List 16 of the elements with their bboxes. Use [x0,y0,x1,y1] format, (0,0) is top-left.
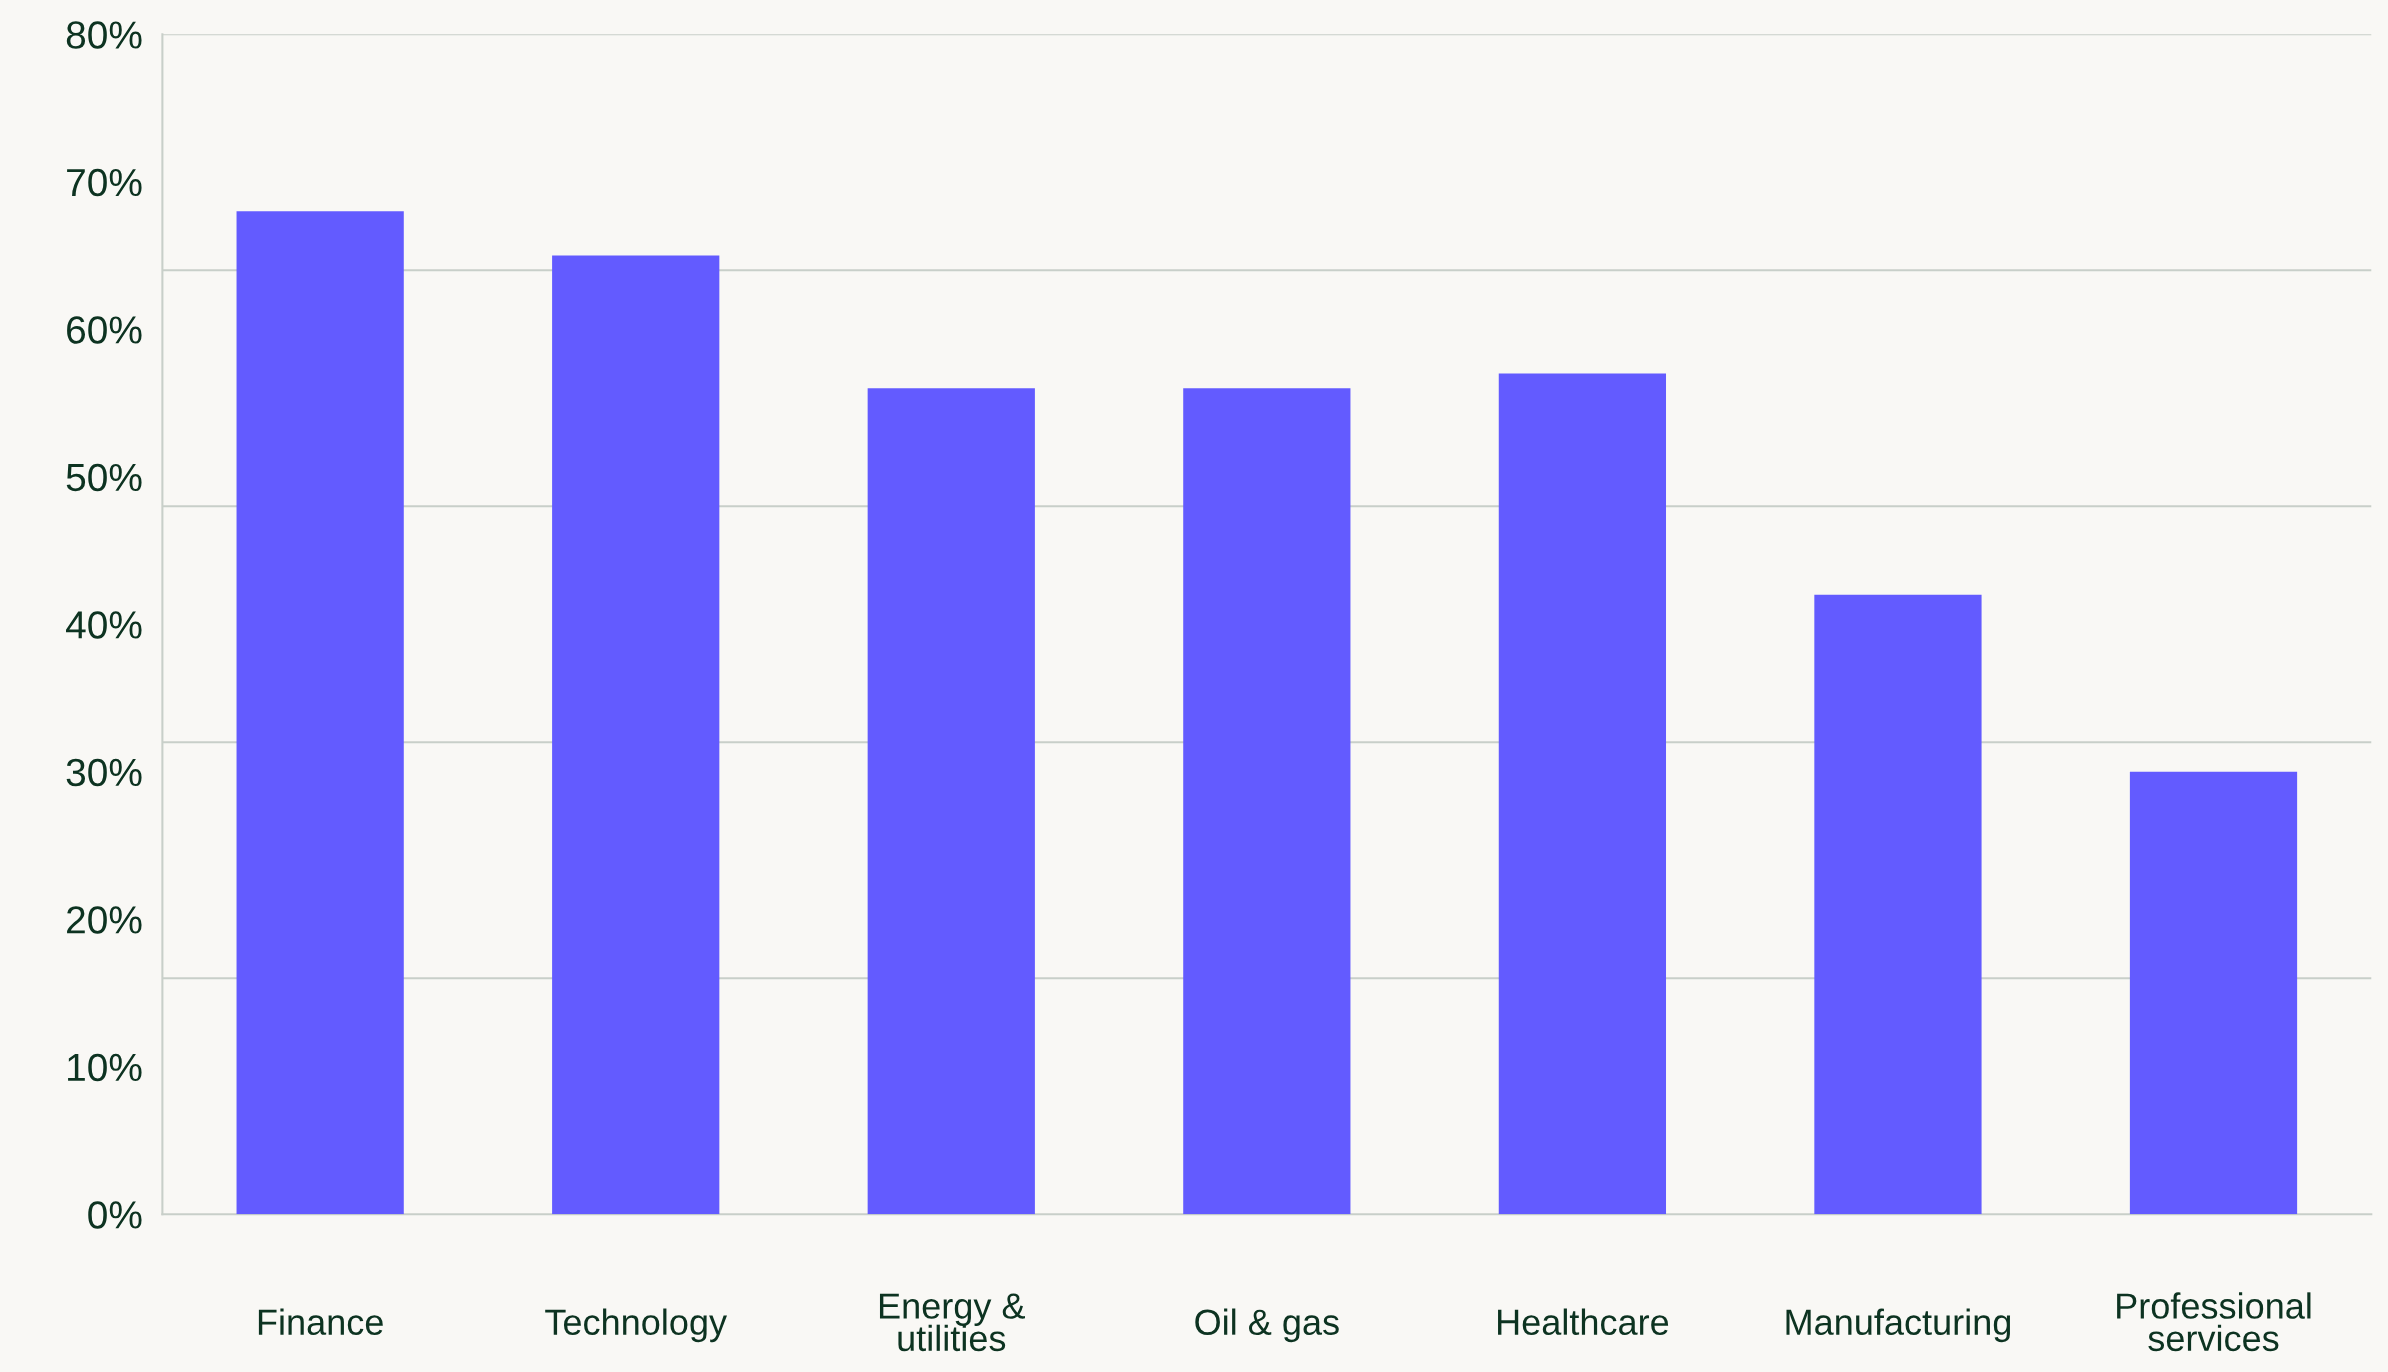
y-tick-label: 50% [66,463,142,492]
x-tick-label: Healthcare [1498,1308,1669,1336]
x-tick-label: Manufacturing [1786,1308,2011,1343]
y-tick-label: 60% [67,316,142,344]
x-tick-label: Energy & utilities [879,1293,1025,1352]
y-tick-label: 30% [66,758,142,787]
y-tick-label: 40% [66,611,142,639]
x-tick-label: Finance [258,1308,383,1336]
y-tick-label: 20% [67,906,142,934]
y-tick-label: 10% [68,1053,142,1082]
y-tick-label: 80% [66,21,142,49]
x-tick-label: Professional services [2117,1292,2311,1352]
x-tick-label: Technology [545,1308,727,1343]
y-tick-label: 0% [88,1201,142,1229]
y-tick-label: 70% [67,168,142,197]
x-tick-label: Oil & gas [1195,1308,1339,1343]
